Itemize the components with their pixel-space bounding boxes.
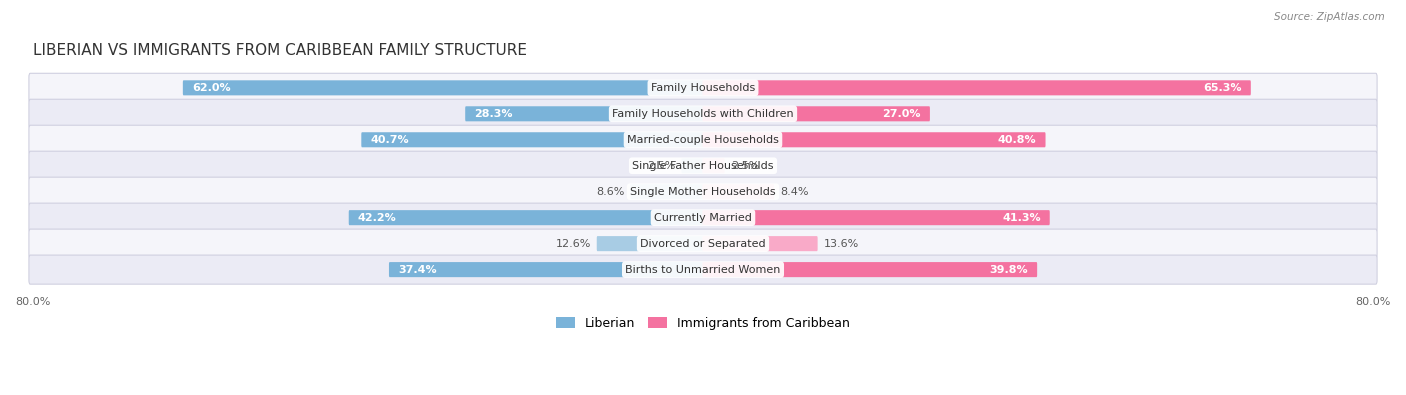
FancyBboxPatch shape	[349, 210, 703, 225]
Text: 8.6%: 8.6%	[596, 187, 624, 197]
FancyBboxPatch shape	[703, 106, 929, 121]
Text: 40.7%: 40.7%	[370, 135, 409, 145]
FancyBboxPatch shape	[682, 158, 703, 173]
Text: Single Father Households: Single Father Households	[633, 161, 773, 171]
FancyBboxPatch shape	[30, 229, 1376, 258]
FancyBboxPatch shape	[30, 125, 1376, 154]
Text: 2.5%: 2.5%	[647, 161, 675, 171]
FancyBboxPatch shape	[703, 184, 775, 199]
FancyBboxPatch shape	[465, 106, 703, 121]
FancyBboxPatch shape	[30, 177, 1376, 206]
Text: Married-couple Households: Married-couple Households	[627, 135, 779, 145]
Text: 8.4%: 8.4%	[780, 187, 808, 197]
FancyBboxPatch shape	[630, 184, 703, 199]
Text: 65.3%: 65.3%	[1204, 83, 1241, 93]
Text: Source: ZipAtlas.com: Source: ZipAtlas.com	[1274, 12, 1385, 22]
Text: 37.4%: 37.4%	[398, 265, 437, 275]
Text: Births to Unmarried Women: Births to Unmarried Women	[626, 265, 780, 275]
Text: Currently Married: Currently Married	[654, 213, 752, 223]
Text: 42.2%: 42.2%	[357, 213, 396, 223]
Text: Family Households: Family Households	[651, 83, 755, 93]
Text: 27.0%: 27.0%	[883, 109, 921, 119]
FancyBboxPatch shape	[703, 210, 1050, 225]
Text: 41.3%: 41.3%	[1002, 213, 1040, 223]
FancyBboxPatch shape	[183, 80, 703, 95]
FancyBboxPatch shape	[30, 255, 1376, 284]
Text: 39.8%: 39.8%	[990, 265, 1028, 275]
Text: 2.5%: 2.5%	[731, 161, 759, 171]
FancyBboxPatch shape	[703, 80, 1251, 95]
FancyBboxPatch shape	[30, 99, 1376, 128]
Text: Single Mother Households: Single Mother Households	[630, 187, 776, 197]
FancyBboxPatch shape	[361, 132, 703, 147]
Text: Divorced or Separated: Divorced or Separated	[640, 239, 766, 248]
Legend: Liberian, Immigrants from Caribbean: Liberian, Immigrants from Caribbean	[551, 312, 855, 335]
Text: Family Households with Children: Family Households with Children	[612, 109, 794, 119]
FancyBboxPatch shape	[703, 132, 1046, 147]
FancyBboxPatch shape	[703, 158, 724, 173]
Text: 28.3%: 28.3%	[474, 109, 513, 119]
Text: 62.0%: 62.0%	[191, 83, 231, 93]
Text: LIBERIAN VS IMMIGRANTS FROM CARIBBEAN FAMILY STRUCTURE: LIBERIAN VS IMMIGRANTS FROM CARIBBEAN FA…	[32, 43, 527, 58]
FancyBboxPatch shape	[30, 151, 1376, 180]
Text: 13.6%: 13.6%	[824, 239, 859, 248]
FancyBboxPatch shape	[596, 236, 703, 251]
Text: 40.8%: 40.8%	[998, 135, 1036, 145]
FancyBboxPatch shape	[30, 73, 1376, 102]
FancyBboxPatch shape	[703, 262, 1038, 277]
FancyBboxPatch shape	[389, 262, 703, 277]
FancyBboxPatch shape	[703, 236, 818, 251]
Text: 12.6%: 12.6%	[555, 239, 591, 248]
FancyBboxPatch shape	[30, 203, 1376, 232]
